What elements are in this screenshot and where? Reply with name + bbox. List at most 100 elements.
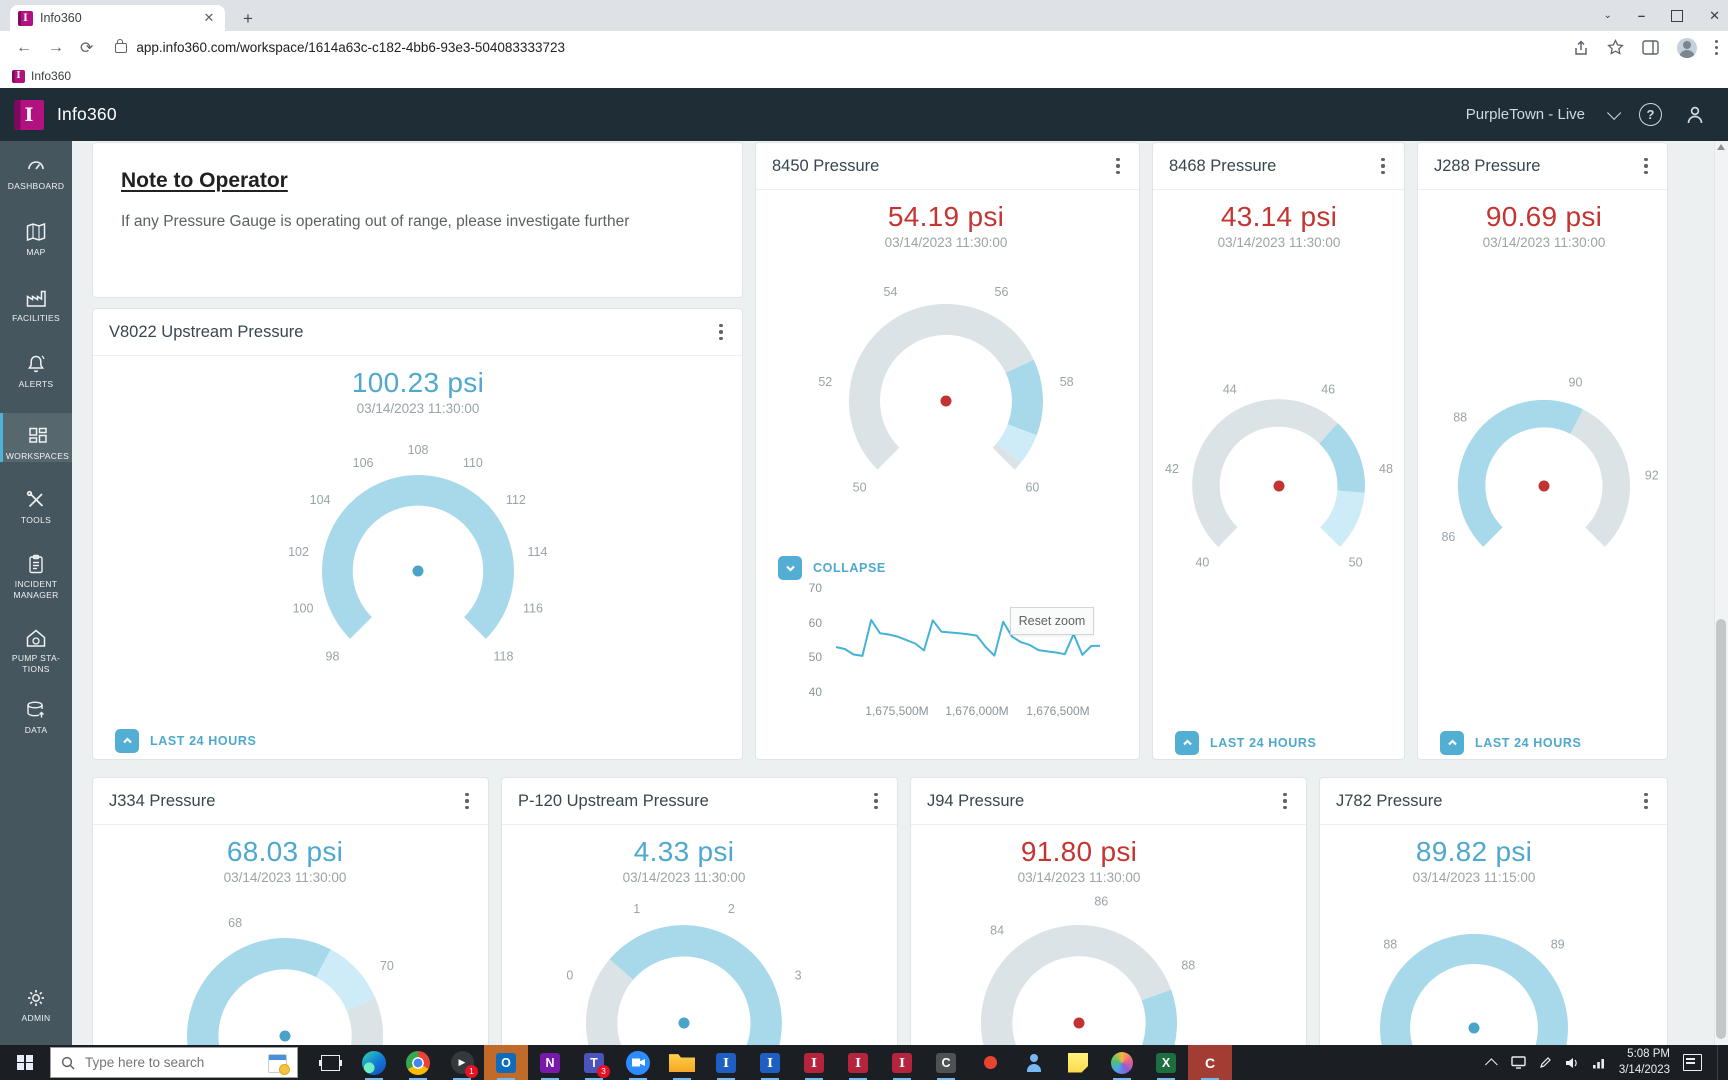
share-icon[interactable] — [1573, 39, 1589, 56]
app-c-dark-icon[interactable]: C — [924, 1045, 968, 1080]
chevron-up-icon[interactable] — [115, 729, 139, 753]
task-view-icon[interactable] — [308, 1045, 352, 1080]
collapse-toggle[interactable]: COLLAPSE — [778, 556, 886, 580]
sidebar-item-alerts[interactable]: ALERTS — [0, 353, 72, 390]
calendar-widget-icon[interactable] — [268, 1054, 290, 1075]
photos-icon[interactable] — [1100, 1045, 1144, 1080]
pen-icon[interactable] — [1539, 1056, 1552, 1069]
last-24-hours-toggle[interactable]: LAST 24 HOURS — [1175, 731, 1316, 755]
sidebar-item-pump-sta-tions[interactable]: PUMP STA- TIONS — [0, 627, 72, 674]
card-menu-kebab-icon[interactable] — [1372, 155, 1394, 177]
last-24-hours-toggle[interactable]: LAST 24 HOURS — [115, 729, 256, 753]
forward-icon[interactable]: → — [48, 38, 64, 56]
maximize-icon[interactable] — [1671, 9, 1684, 22]
outlook-icon[interactable]: O — [484, 1045, 528, 1080]
new-tab-button[interactable]: + — [243, 9, 253, 28]
camtasia-icon[interactable]: C — [1188, 1045, 1232, 1080]
card-menu-kebab-icon[interactable] — [710, 321, 732, 343]
bookmark-favicon: I — [12, 69, 25, 83]
bookmark-star-icon[interactable] — [1606, 39, 1624, 56]
excel-icon[interactable]: X — [1144, 1045, 1188, 1080]
scrollbar[interactable] — [1714, 141, 1728, 1045]
sidebar-item-data[interactable]: DATA — [0, 699, 72, 736]
reset-zoom-button[interactable]: Reset zoom — [1010, 607, 1094, 635]
card-menu-kebab-icon[interactable] — [1107, 155, 1129, 177]
edge-icon[interactable] — [352, 1045, 396, 1080]
taskbar-clock[interactable]: 5:08 PM 3/14/2023 — [1619, 1047, 1670, 1078]
url-text[interactable]: app.info360.com/workspace/1614a63c-c182-… — [136, 40, 565, 55]
card-menu-kebab-icon[interactable] — [865, 790, 887, 812]
recorder-icon[interactable] — [968, 1045, 1012, 1080]
gauge-timestamp: 03/14/2023 11:30:00 — [884, 235, 1008, 250]
gauge-value: 90.69 psi — [1485, 201, 1603, 232]
file-explorer-icon[interactable] — [660, 1045, 704, 1080]
reload-icon[interactable]: ⟳ — [80, 39, 94, 57]
back-icon[interactable]: ← — [16, 38, 32, 56]
card-menu-kebab-icon[interactable] — [1635, 790, 1657, 812]
info-app-red-1-icon[interactable]: I — [792, 1045, 836, 1080]
sidebar-item-workspaces[interactable]: WORKSPACES — [0, 413, 72, 462]
svg-text:60: 60 — [1025, 480, 1039, 494]
network-icon[interactable] — [1592, 1057, 1606, 1069]
lock-icon — [115, 38, 128, 53]
info-app-red-2-icon[interactable]: I — [836, 1045, 880, 1080]
card-menu-kebab-icon[interactable] — [456, 790, 478, 812]
window-close-icon[interactable]: ✕ — [1709, 8, 1720, 23]
sidebar-item-dashboard[interactable]: DASHBOARD — [0, 155, 72, 192]
tab-search-icon[interactable]: ⌄ — [1603, 10, 1612, 21]
action-center-icon[interactable] — [1683, 1054, 1702, 1071]
speaker-icon[interactable] — [1565, 1057, 1579, 1069]
help-icon[interactable]: ? — [1639, 103, 1662, 126]
tray-chevron-up-icon[interactable] — [1484, 1058, 1498, 1071]
sidebar-item-incident-manager[interactable]: INCIDENT MANAGER — [0, 553, 72, 600]
sticky-notes-icon[interactable] — [1056, 1045, 1100, 1080]
display-icon[interactable] — [1511, 1056, 1526, 1069]
media-player-icon[interactable]: ▶ 1 — [440, 1045, 484, 1080]
scroll-up-arrow[interactable] — [1717, 144, 1725, 150]
start-button[interactable] — [0, 1045, 50, 1080]
user-icon[interactable] — [1684, 104, 1706, 126]
info360-logo[interactable]: I — [14, 99, 44, 130]
chrome-icon[interactable] — [396, 1045, 440, 1080]
taskbar-search[interactable] — [50, 1047, 298, 1078]
omnibox[interactable]: app.info360.com/workspace/1614a63c-c182-… — [115, 38, 565, 55]
chevron-up-icon[interactable] — [1175, 731, 1199, 755]
info-app-blue-1-icon[interactable]: I — [704, 1045, 748, 1080]
last-24-hours-toggle[interactable]: LAST 24 HOURS — [1440, 731, 1581, 755]
card-header: J782 Pressure — [1320, 778, 1667, 825]
zoom-icon[interactable] — [616, 1045, 660, 1080]
scroll-thumb[interactable] — [1716, 619, 1726, 1039]
tab-close-icon[interactable]: ✕ — [203, 10, 215, 25]
card-menu-kebab-icon[interactable] — [1635, 155, 1657, 177]
sidebar-item-facilities[interactable]: FACILITIES — [0, 287, 72, 324]
search-input[interactable] — [83, 1054, 247, 1071]
side-panel-icon[interactable] — [1641, 40, 1659, 55]
chevron-down-icon[interactable] — [778, 556, 802, 580]
sidebar-item-tools[interactable]: TOOLS — [0, 489, 72, 526]
contacts-icon[interactable] — [1012, 1045, 1056, 1080]
svg-text:50: 50 — [853, 480, 867, 494]
card-title: J288 Pressure — [1434, 157, 1541, 175]
profile-avatar[interactable] — [1676, 37, 1697, 58]
info-app-red-3-icon[interactable]: I — [880, 1045, 924, 1080]
trend-chart[interactable] — [832, 583, 1108, 701]
sidebar-item-map[interactable]: MAP — [0, 221, 72, 258]
bookmark-info360[interactable]: I Info360 — [12, 69, 71, 83]
grid-icon — [28, 427, 47, 443]
minimize-icon[interactable]: – — [1637, 8, 1646, 23]
card-title: P-120 Upstream Pressure — [518, 792, 709, 810]
app-header: I Info360 PurpleTown - Live ? — [0, 88, 1728, 141]
onenote-icon[interactable]: N — [528, 1045, 572, 1080]
browser-menu-kebab-icon[interactable] — [1714, 39, 1718, 56]
card-menu-kebab-icon[interactable] — [1274, 790, 1296, 812]
show-desktop-button[interactable] — [1717, 1045, 1722, 1080]
info-app-blue-2-icon[interactable]: I — [748, 1045, 792, 1080]
chevron-down-icon[interactable] — [1607, 105, 1622, 120]
gear-icon — [28, 990, 44, 1006]
chevron-up-icon[interactable] — [1440, 731, 1464, 755]
workspace-selector[interactable]: PurpleTown - Live — [1465, 106, 1585, 123]
card-j288: J288 Pressure 90.69 psi 03/14/2023 11:30:0… — [1417, 142, 1668, 760]
browser-tab[interactable]: I Info360 ✕ — [10, 5, 225, 31]
sidebar-item-admin[interactable]: ADMIN — [0, 987, 72, 1024]
